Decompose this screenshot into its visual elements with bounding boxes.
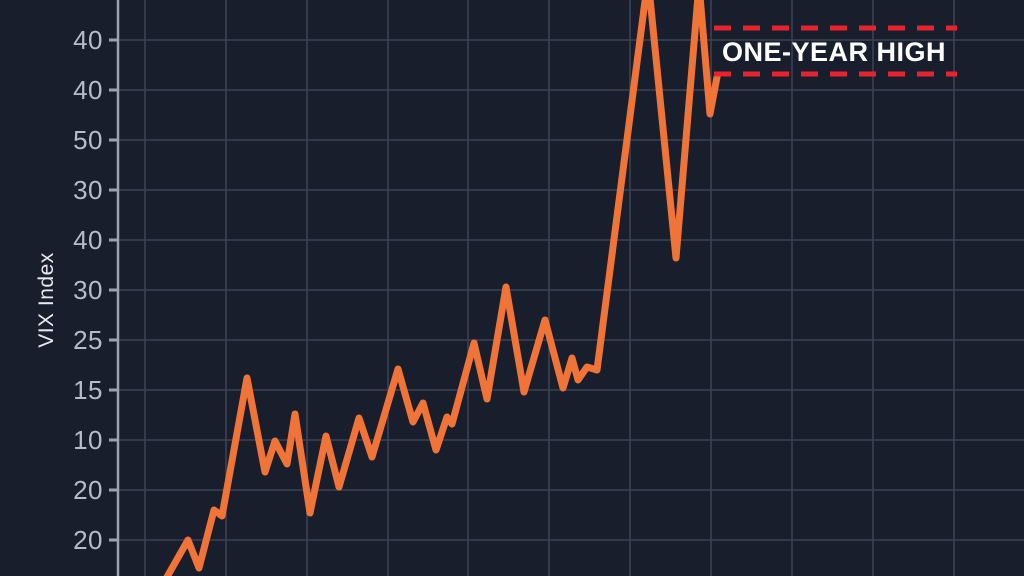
y-tick-label: 20 — [73, 525, 103, 555]
y-tick-label: 40 — [73, 75, 103, 105]
y-tick-label: 30 — [73, 175, 103, 205]
vix-line-series — [163, 0, 721, 576]
y-tick-label: 25 — [73, 325, 103, 355]
y-tick-label: 30 — [73, 275, 103, 305]
y-tick-label: 15 — [73, 375, 103, 405]
y-tick-label: 50 — [73, 125, 103, 155]
y-axis-title: VIX Index — [35, 252, 58, 348]
y-tick-label: 20 — [73, 475, 103, 505]
y-tick-label: 10 — [73, 425, 103, 455]
y-tick-label: 40 — [73, 225, 103, 255]
one-year-high-label: ONE-YEAR HIGH — [722, 37, 947, 67]
y-tick-label: 40 — [73, 25, 103, 55]
